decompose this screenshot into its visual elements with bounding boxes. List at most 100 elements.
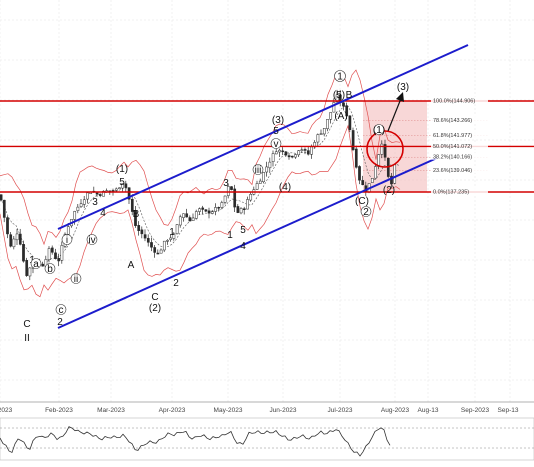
x-tick-label: Sep-13 (498, 407, 519, 414)
wave-label: 2 (173, 278, 179, 289)
candle-body (111, 190, 115, 192)
wave-label: c (59, 305, 64, 316)
candle-body (265, 166, 269, 173)
candle-body (201, 207, 205, 210)
candle-body (114, 188, 118, 191)
candle-body (60, 245, 64, 261)
candle-body (79, 203, 83, 207)
primary-wave-circle (334, 70, 346, 82)
x-tick-label: Jul-2023 (328, 407, 353, 414)
candle-body (281, 150, 285, 153)
candle-body (57, 258, 61, 262)
x-tick-label: 2023 (0, 407, 13, 414)
wave-label: iii (255, 165, 262, 176)
candle-body (236, 206, 240, 213)
fib-level-label: 23.6%(139.046) (433, 168, 472, 174)
candle-body (140, 229, 144, 235)
candle-body (361, 180, 365, 186)
candle-body (319, 133, 323, 135)
wave-label: 2 (57, 317, 63, 328)
candle-body (297, 150, 301, 156)
wave-label: A (128, 260, 135, 271)
wave-label: C (23, 319, 30, 330)
wave-label: 5 (240, 225, 246, 236)
highlight-circle (366, 130, 404, 168)
candle-body (278, 149, 281, 153)
candle-body (172, 233, 176, 239)
fib-level-label: 38.2%(140.166) (433, 155, 472, 161)
wave-label: (4) (279, 182, 291, 193)
candle-body (380, 143, 384, 155)
candle-body (12, 238, 16, 248)
candle-body (226, 186, 230, 196)
wave-label: i (66, 235, 68, 246)
candle-body (214, 207, 217, 212)
rsi-frame (0, 417, 534, 461)
candle-body (358, 166, 361, 181)
candle-body (383, 144, 387, 158)
candle-body (146, 238, 150, 243)
candle-body (137, 225, 141, 231)
wave-label: 5 (119, 177, 125, 188)
wave-label: 2 (363, 207, 369, 218)
rsi-line (0, 426, 391, 457)
candle-body (191, 217, 195, 221)
fib-level-label: 78.6%(143.266) (433, 118, 472, 124)
fib-level-label: 50.0%(141.072) (433, 144, 472, 150)
wave-label: 1 (227, 230, 233, 241)
candle-body (370, 178, 374, 183)
candle-body (28, 267, 32, 277)
wave-label: (1) (373, 125, 385, 136)
rsi-panel (0, 417, 534, 461)
candle-body (156, 252, 160, 255)
candle-body (284, 151, 288, 156)
fib-level-label: 100.0%(144.906) (433, 99, 475, 105)
x-tick-label: Mar-2023 (97, 407, 125, 414)
candle-body (290, 155, 294, 158)
candle-body (121, 183, 125, 189)
fib-label-bg (431, 115, 488, 123)
channel-upper-line (57, 44, 469, 230)
candle-body (50, 247, 54, 253)
wave-label: (5) (333, 90, 345, 101)
moving-average (0, 105, 401, 266)
candle-body (159, 249, 163, 254)
candle-body (258, 180, 262, 184)
candle-body (86, 192, 89, 200)
candle-body (54, 252, 57, 260)
candle-body (102, 190, 105, 197)
wave-label: ii (74, 274, 78, 285)
x-axis: 2023 Feb-2023 Mar-2023 Apr-2023 May-2023 Jun-… (0, 407, 519, 414)
candle-body (249, 194, 253, 201)
candle-body (246, 199, 249, 210)
x-tick-label: Aug-13 (418, 407, 439, 414)
candle-body (354, 148, 358, 168)
candle-body (198, 208, 201, 212)
wave-label: (C) (355, 196, 369, 207)
wave-label: (2) (149, 303, 161, 314)
candle-body (95, 192, 99, 195)
wave-label: (3) (397, 82, 409, 93)
wave-label: v (274, 139, 279, 150)
candle-body (18, 233, 22, 245)
candle-body (390, 175, 393, 185)
wave-label-circle (252, 164, 264, 175)
candle-body (204, 209, 208, 212)
candle-body (82, 199, 86, 205)
wave-label: 4 (240, 241, 246, 252)
candle-body (130, 198, 134, 212)
candle-body (15, 233, 19, 241)
fib-labels: 100.0%(144.906) 78.6%(143.266) 61.8%(141.9… (431, 96, 488, 196)
candle-body (178, 216, 182, 226)
candle-body (73, 211, 77, 220)
candle-body (255, 183, 259, 190)
candle-body (194, 211, 198, 219)
candle-body (162, 240, 166, 251)
candle-body (175, 224, 179, 234)
candle-body (332, 102, 336, 113)
wave-label: B (346, 90, 353, 101)
wave-label: a (33, 259, 39, 270)
wave-label-circle (270, 138, 282, 149)
